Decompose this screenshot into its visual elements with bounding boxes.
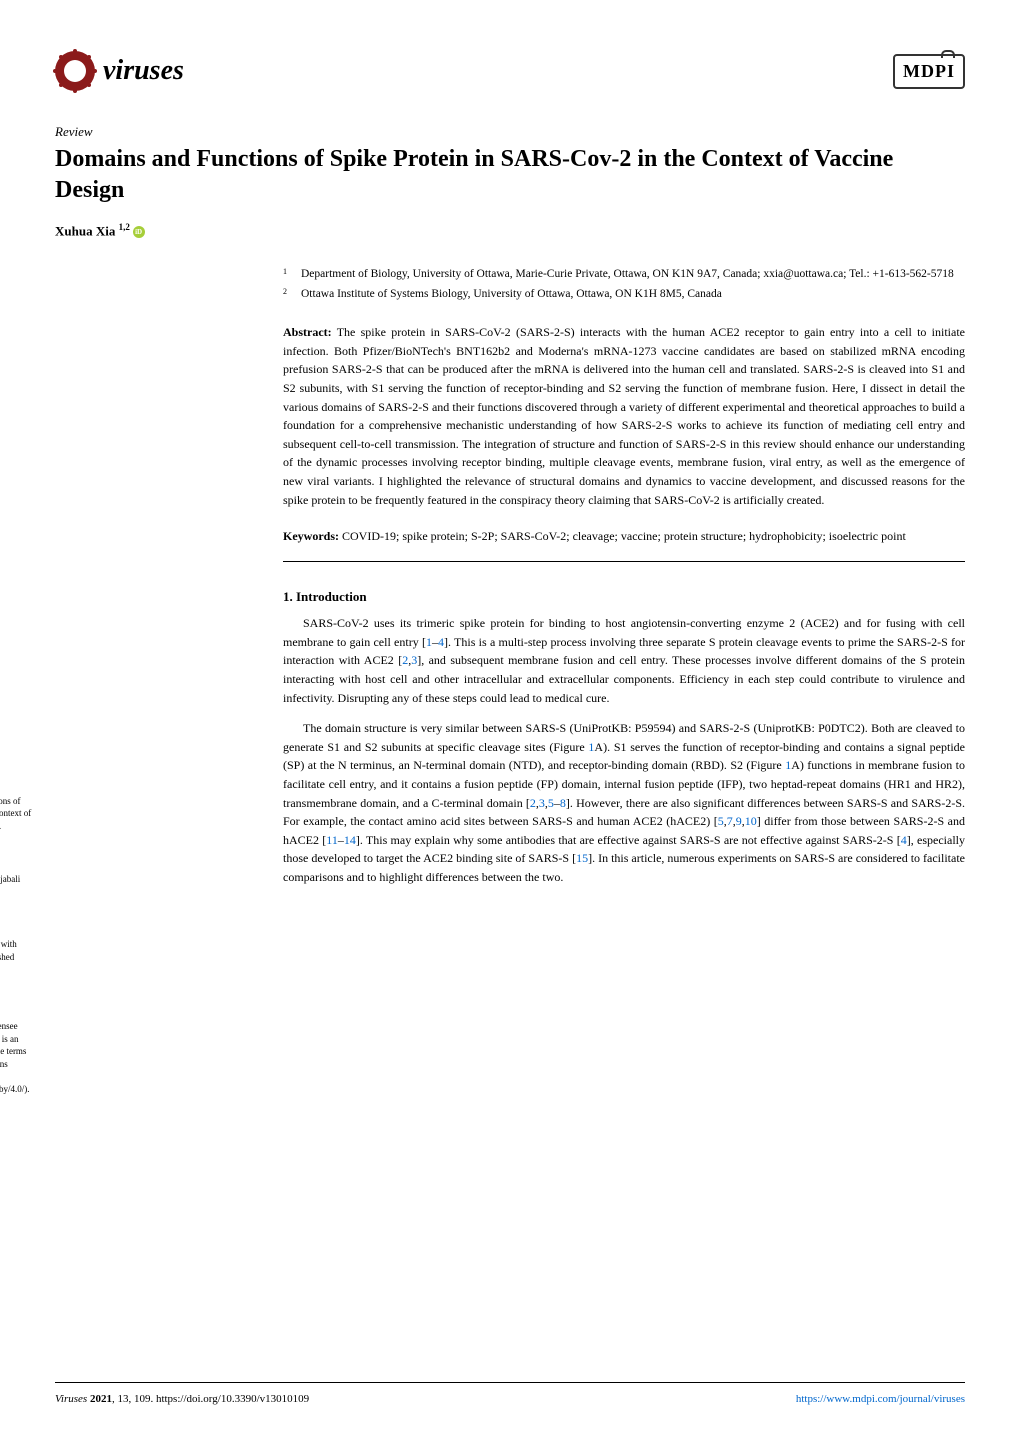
footer-year: 2021 (90, 1393, 112, 1405)
keywords-text: COVID-19; spike protein; S-2P; SARS-CoV-… (339, 529, 906, 543)
reference-link[interactable]: 11 (326, 833, 338, 847)
mdpi-logo: MDPI (893, 54, 965, 89)
editors-text: Kenneth Lundstrom and Alaa. A. A. Aljaba… (0, 873, 35, 886)
editors-block: Academic Editors: Kenneth Lundstrom and … (0, 860, 35, 923)
section-divider (283, 561, 965, 562)
article-type: Review (55, 122, 965, 142)
copyright-text: © 2021 by the author. Licensee MDPI, Bas… (0, 1021, 30, 1094)
orcid-icon[interactable] (133, 226, 145, 238)
section-heading: 1. Introduction (283, 587, 965, 607)
abstract-block: Abstract: The spike protein in SARS-CoV-… (283, 323, 965, 509)
abstract-label: Abstract: (283, 325, 332, 339)
left-sidebar: ↻ check for updates Citation: Xia, X. Do… (0, 266, 35, 1111)
title-block: Review Domains and Functions of Spike Pr… (55, 122, 965, 241)
reference-link[interactable]: 14 (344, 833, 356, 847)
page-header: viruses MDPI (55, 50, 965, 92)
footer-right[interactable]: https://www.mdpi.com/journal/viruses (796, 1391, 965, 1408)
check-updates-badge[interactable]: ↻ check for updates (0, 756, 35, 780)
affiliation-number: 1 (283, 266, 291, 283)
journal-name: viruses (103, 50, 184, 92)
affiliation-1: 1 Department of Biology, University of O… (283, 266, 965, 283)
author-affiliation-sup: 1,2 (119, 222, 130, 232)
reference-link[interactable]: 10 (745, 814, 757, 828)
affiliation-2: 2 Ottawa Institute of Systems Biology, U… (283, 286, 965, 303)
footer-left: Viruses 2021, 13, 109. https://doi.org/1… (55, 1391, 309, 1408)
article-title: Domains and Functions of Spike Protein i… (55, 144, 965, 206)
keywords-block: Keywords: COVID-19; spike protein; S-2P;… (283, 527, 965, 546)
journal-logo: viruses (55, 50, 184, 92)
affiliations-block: 1 Department of Biology, University of O… (283, 266, 965, 304)
affiliation-text: Department of Biology, University of Ott… (301, 266, 954, 283)
cc-license-badge[interactable]: CC ①BY (0, 991, 35, 1010)
author-name: Xuhua Xia (55, 223, 115, 238)
page-footer: Viruses 2021, 13, 109. https://doi.org/1… (55, 1382, 965, 1408)
virus-spikes-icon (51, 47, 99, 95)
affiliation-text: Ottawa Institute of Systems Biology, Uni… (301, 286, 722, 303)
published-date: Published: 14 January 2021 (0, 910, 35, 923)
author-line: Xuhua Xia 1,2 (55, 221, 965, 241)
citation-block: Citation: Xia, X. Domains and Functions … (0, 795, 35, 845)
footer-citation: , 13, 109. https://doi.org/10.3390/v1301… (112, 1393, 309, 1405)
footer-journal-link[interactable]: https://www.mdpi.com/journal/viruses (796, 1393, 965, 1405)
copyright-block: Copyright: © 2021 by the author. License… (0, 1020, 35, 1096)
body-paragraph-1: SARS-CoV-2 uses its trimeric spike prote… (283, 614, 965, 707)
affiliation-number: 2 (283, 286, 291, 303)
body-paragraph-2: The domain structure is very similar bet… (283, 719, 965, 886)
main-content-area: 1 Department of Biology, University of O… (55, 266, 965, 887)
citation-pages: , 109. https://doi.org/10.3390/v13010109 (0, 821, 1, 844)
abstract-text: The spike protein in SARS-CoV-2 (SARS-2-… (283, 325, 965, 506)
accepted-date: Accepted: 12 January 2021 (0, 898, 35, 911)
virus-icon (55, 51, 95, 91)
reference-link[interactable]: 15 (576, 851, 588, 865)
received-date: Received: 15 December 2020 (0, 885, 35, 898)
publisher-note-block: Publisher's Note: MDPI stays neutral wit… (0, 938, 35, 976)
publisher-note-text: MDPI stays neutral with regard to jurisd… (0, 939, 17, 974)
editors-label: Academic Editors: (0, 860, 35, 873)
footer-journal: Viruses (55, 1393, 90, 1405)
keywords-label: Keywords: (283, 529, 339, 543)
citation-text: Xia, X. Domains and Functions of Spike P… (0, 796, 31, 831)
